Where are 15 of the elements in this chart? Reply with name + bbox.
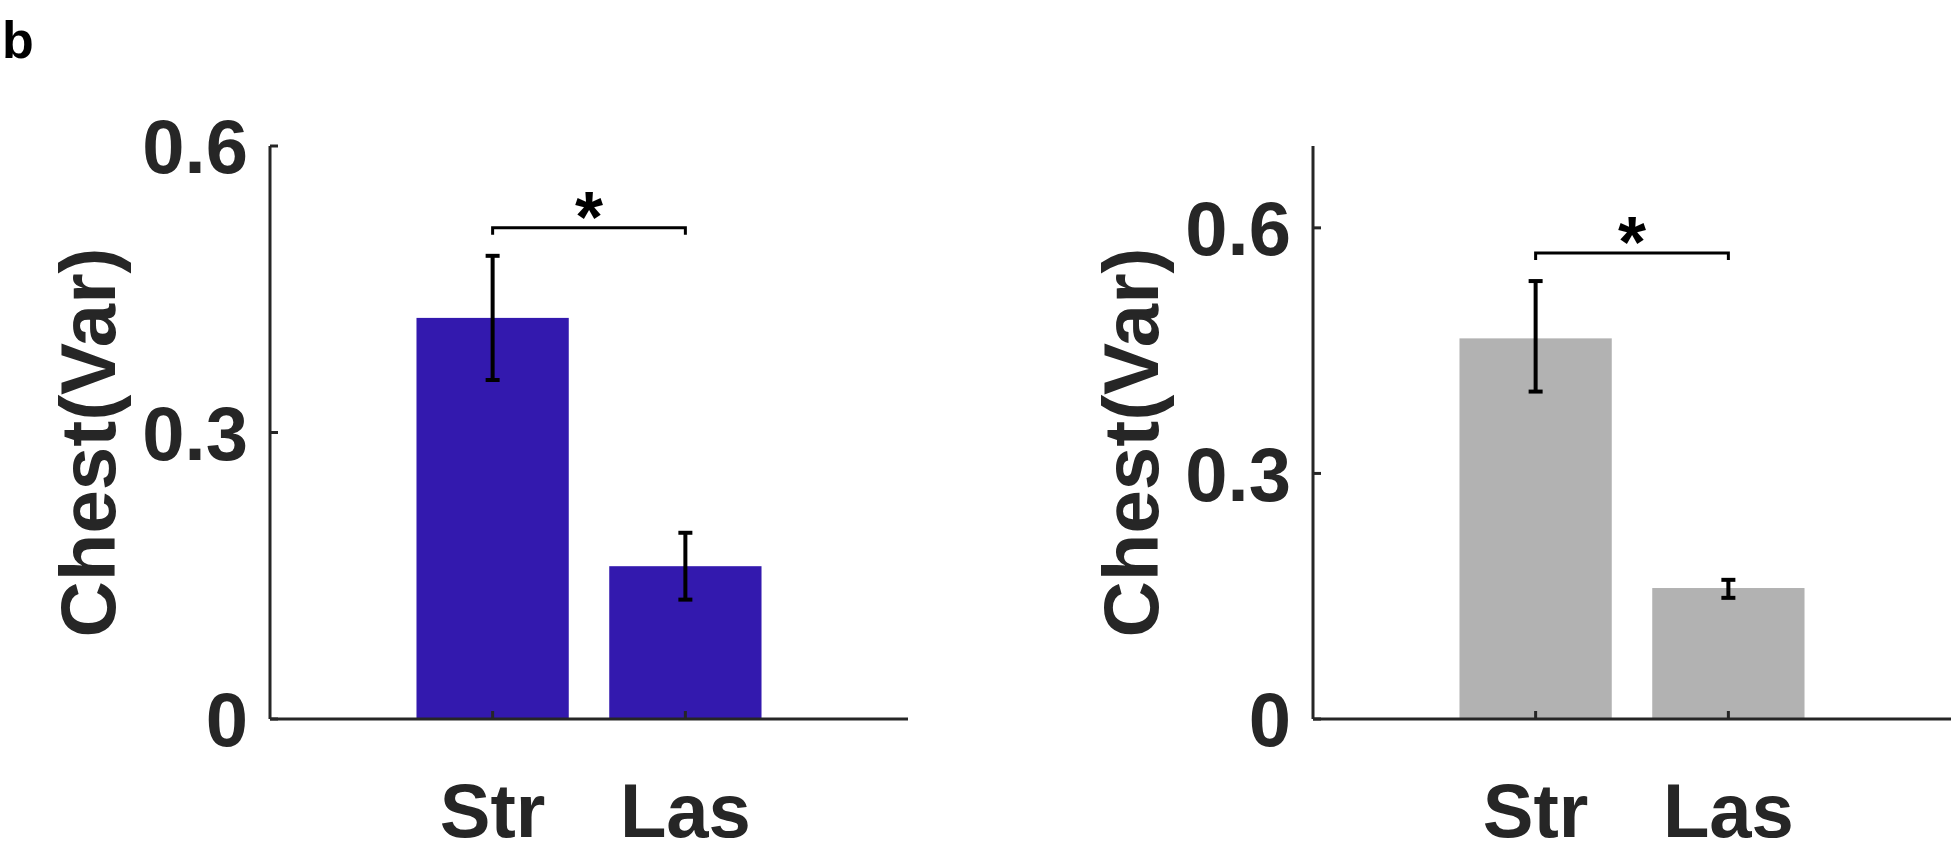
y-axis-title: Chest(Var): [44, 247, 132, 638]
annotation: *: [574, 176, 604, 257]
annotation: *: [1617, 202, 1647, 283]
y-tick-label: 0.3: [142, 390, 248, 476]
y-tick-label: 0.6: [1185, 186, 1291, 272]
x-tick-label: Las: [619, 768, 751, 844]
x-tick-label: Str: [439, 768, 546, 844]
y-tick-label: 0.6: [142, 104, 248, 190]
text: b: [2, 11, 34, 69]
y-axis-title: Chest(Var): [1087, 247, 1175, 638]
x-tick-label: Las: [1662, 768, 1794, 844]
y-tick-label: 0: [205, 677, 248, 763]
y-tick-label: 0: [1248, 677, 1291, 763]
x-tick-label: Str: [1482, 768, 1589, 844]
y-tick-label: 0.3: [1185, 431, 1291, 517]
